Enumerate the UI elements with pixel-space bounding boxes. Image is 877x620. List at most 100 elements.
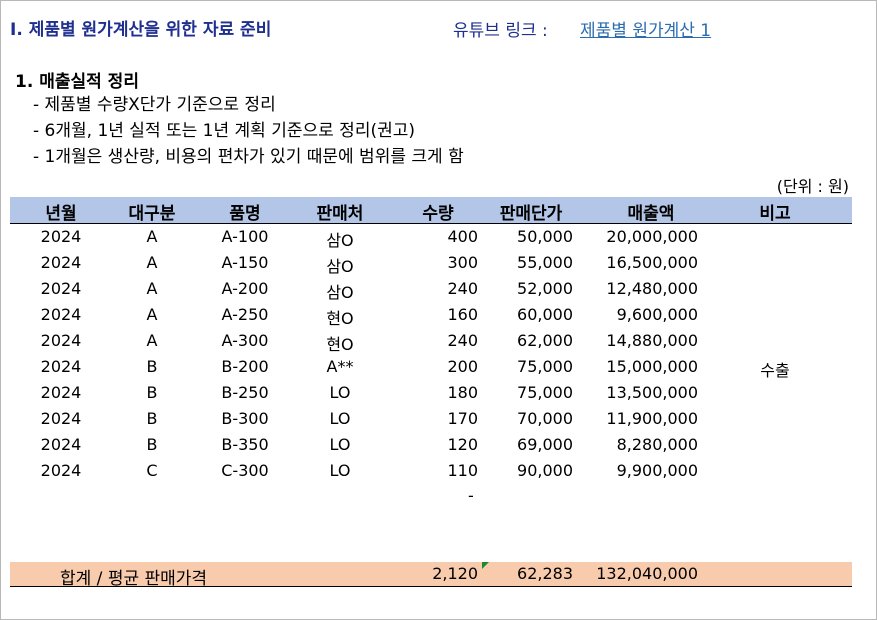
bullet-item: - 제품별 수량X단가 기준으로 정리 bbox=[33, 95, 276, 115]
cell-sales[interactable]: 20,000,000 bbox=[606, 227, 698, 246]
youtube-label: 유튜브 링크 : bbox=[453, 21, 548, 41]
cell-qty[interactable]: 240 bbox=[447, 331, 478, 350]
cell-sales[interactable]: 11,900,000 bbox=[606, 409, 698, 428]
header-year[interactable]: 년월 bbox=[45, 204, 77, 224]
cell-qty[interactable]: 300 bbox=[447, 253, 478, 272]
total-sales[interactable]: 132,040,000 bbox=[596, 564, 698, 583]
cell-vendor[interactable]: LO bbox=[329, 435, 351, 454]
cell-vendor[interactable]: A** bbox=[326, 357, 354, 376]
cell-sales[interactable]: 13,500,000 bbox=[606, 383, 698, 402]
cell-item[interactable]: B-300 bbox=[221, 409, 269, 428]
cell-price[interactable]: 75,000 bbox=[517, 357, 573, 376]
cell-year[interactable]: 2024 bbox=[40, 435, 82, 454]
cell-item[interactable]: A-100 bbox=[221, 227, 269, 246]
total-row: 합계 / 평균 판매가격 2,120 62,283 132,040,000 bbox=[10, 562, 852, 589]
table-header: 년월 대구분 품명 판매처 수량 판매단가 매출액 비고 bbox=[10, 197, 852, 224]
table-row: 2024 B B-300 LO 170 70,000 11,900,000 bbox=[10, 406, 852, 432]
empty-cell-dash[interactable]: - bbox=[468, 486, 474, 505]
cell-category[interactable]: A bbox=[146, 331, 158, 350]
table-row: 2024 B B-250 LO 180 75,000 13,500,000 bbox=[10, 380, 852, 406]
cell-price[interactable]: 70,000 bbox=[517, 409, 573, 428]
cell-year[interactable]: 2024 bbox=[40, 305, 82, 324]
header-note[interactable]: 비고 bbox=[759, 204, 791, 224]
cell-qty[interactable]: 120 bbox=[447, 435, 478, 454]
error-indicator-icon bbox=[482, 562, 489, 569]
cell-vendor[interactable]: 삼O bbox=[326, 283, 354, 302]
cell-vendor[interactable]: 현O bbox=[326, 335, 354, 354]
cell-year[interactable]: 2024 bbox=[40, 331, 82, 350]
cell-sales[interactable]: 9,900,000 bbox=[616, 461, 698, 480]
cell-vendor[interactable]: 현O bbox=[326, 309, 354, 328]
cell-sales[interactable]: 8,280,000 bbox=[616, 435, 698, 454]
cell-qty[interactable]: 160 bbox=[447, 305, 478, 324]
cell-vendor[interactable]: LO bbox=[329, 409, 351, 428]
cell-year[interactable]: 2024 bbox=[40, 227, 82, 246]
header-sales[interactable]: 매출액 bbox=[627, 204, 675, 224]
header-category[interactable]: 대구분 bbox=[128, 204, 176, 224]
cell-sales[interactable]: 12,480,000 bbox=[606, 279, 698, 298]
cell-qty[interactable]: 400 bbox=[447, 227, 478, 246]
cell-item[interactable]: B-200 bbox=[221, 357, 269, 376]
cell-note[interactable]: 수출 bbox=[760, 361, 790, 380]
cell-price[interactable]: 90,000 bbox=[517, 461, 573, 480]
cell-item[interactable]: B-350 bbox=[221, 435, 269, 454]
header-price[interactable]: 판매단가 bbox=[499, 204, 563, 224]
table-row: 2024 C C-300 LO 110 90,000 9,900,000 bbox=[10, 458, 852, 484]
cell-year[interactable]: 2024 bbox=[40, 409, 82, 428]
cell-price[interactable]: 60,000 bbox=[517, 305, 573, 324]
total-label[interactable]: 합계 / 평균 판매가격 bbox=[60, 569, 208, 589]
cell-qty[interactable]: 200 bbox=[447, 357, 478, 376]
cell-price[interactable]: 55,000 bbox=[517, 253, 573, 272]
cell-vendor[interactable]: 삼O bbox=[326, 257, 354, 276]
cell-year[interactable]: 2024 bbox=[40, 461, 82, 480]
cell-qty[interactable]: 240 bbox=[447, 279, 478, 298]
header-qty[interactable]: 수량 bbox=[422, 204, 454, 224]
cell-category[interactable]: A bbox=[146, 279, 158, 298]
table-row: 2024 A A-250 현O 160 60,000 9,600,000 bbox=[10, 302, 852, 328]
table-body: 2024 A A-100 삼O 400 50,000 20,000,000 20… bbox=[10, 224, 852, 484]
cell-vendor[interactable]: LO bbox=[329, 461, 351, 480]
cell-sales[interactable]: 14,880,000 bbox=[606, 331, 698, 350]
table-row: 2024 B B-200 A** 200 75,000 15,000,000 수… bbox=[10, 354, 852, 380]
table-row: 2024 B B-350 LO 120 69,000 8,280,000 bbox=[10, 432, 852, 458]
cell-year[interactable]: 2024 bbox=[40, 357, 82, 376]
cell-price[interactable]: 50,000 bbox=[517, 227, 573, 246]
cell-year[interactable]: 2024 bbox=[40, 253, 82, 272]
average-price[interactable]: 62,283 bbox=[517, 564, 573, 583]
cell-category[interactable]: A bbox=[146, 253, 158, 272]
cell-item[interactable]: C-300 bbox=[221, 461, 269, 480]
table-row: 2024 A A-300 현O 240 62,000 14,880,000 bbox=[10, 328, 852, 354]
cell-price[interactable]: 75,000 bbox=[517, 383, 573, 402]
cell-category[interactable]: B bbox=[146, 435, 158, 454]
cell-price[interactable]: 52,000 bbox=[517, 279, 573, 298]
cell-category[interactable]: C bbox=[146, 461, 158, 480]
cell-year[interactable]: 2024 bbox=[40, 279, 82, 298]
cell-sales[interactable]: 15,000,000 bbox=[606, 357, 698, 376]
cell-item[interactable]: A-200 bbox=[221, 279, 269, 298]
cell-price[interactable]: 62,000 bbox=[517, 331, 573, 350]
cell-year[interactable]: 2024 bbox=[40, 383, 82, 402]
cell-sales[interactable]: 16,500,000 bbox=[606, 253, 698, 272]
header-vendor[interactable]: 판매처 bbox=[316, 204, 364, 224]
header-item[interactable]: 품명 bbox=[229, 204, 261, 224]
cell-category[interactable]: B bbox=[146, 383, 158, 402]
page-title: I. 제품별 원가계산을 위한 자료 준비 bbox=[10, 20, 272, 40]
cell-item[interactable]: A-150 bbox=[221, 253, 269, 272]
cell-item[interactable]: B-250 bbox=[221, 383, 269, 402]
cell-category[interactable]: A bbox=[146, 227, 158, 246]
cell-item[interactable]: A-300 bbox=[221, 331, 269, 350]
cell-category[interactable]: A bbox=[146, 305, 158, 324]
cell-vendor[interactable]: LO bbox=[329, 383, 351, 402]
youtube-link[interactable]: 제품별 원가계산 1 bbox=[580, 21, 712, 41]
cell-qty[interactable]: 110 bbox=[447, 461, 478, 480]
table-row: 2024 A A-150 삼O 300 55,000 16,500,000 bbox=[10, 250, 852, 276]
cell-sales[interactable]: 9,600,000 bbox=[616, 305, 698, 324]
cell-qty[interactable]: 180 bbox=[447, 383, 478, 402]
cell-category[interactable]: B bbox=[146, 409, 158, 428]
total-qty[interactable]: 2,120 bbox=[432, 564, 478, 583]
cell-price[interactable]: 69,000 bbox=[517, 435, 573, 454]
cell-item[interactable]: A-250 bbox=[221, 305, 269, 324]
cell-qty[interactable]: 170 bbox=[447, 409, 478, 428]
cell-vendor[interactable]: 삼O bbox=[326, 231, 354, 250]
cell-category[interactable]: B bbox=[146, 357, 158, 376]
